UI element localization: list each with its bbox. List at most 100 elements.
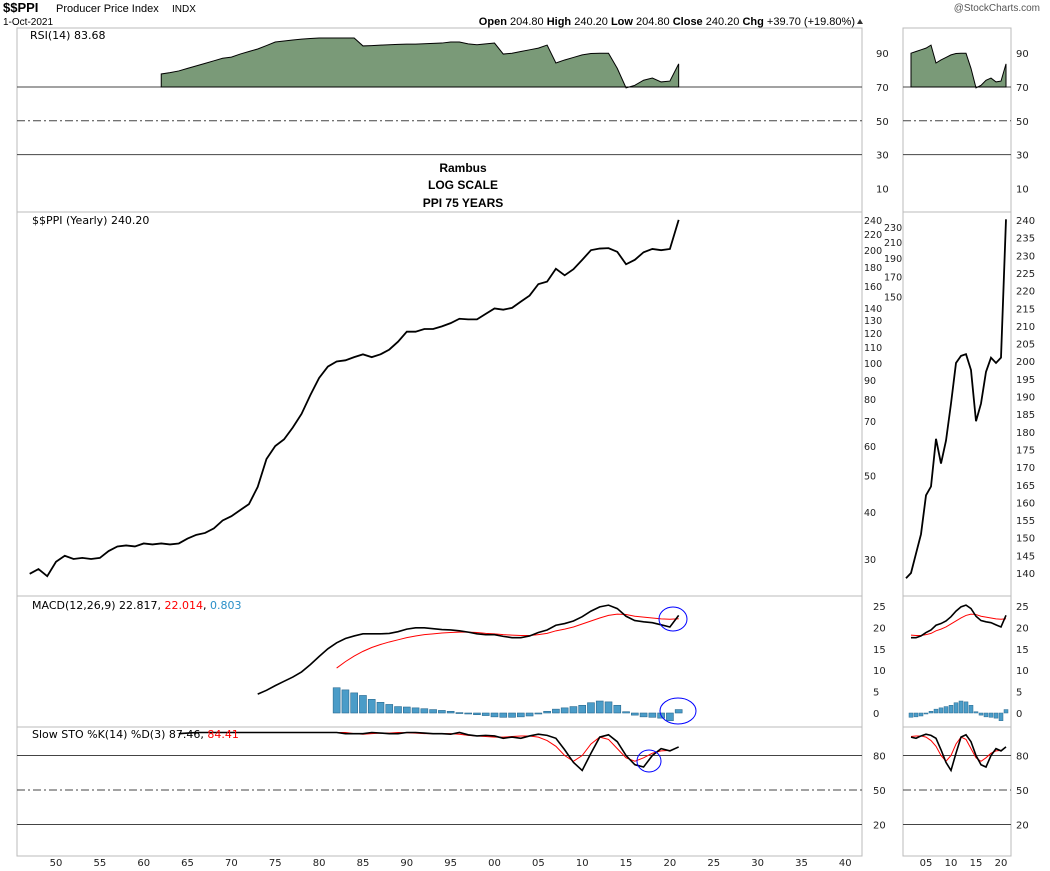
x-tick-label: 10 xyxy=(576,858,589,869)
right-price-tick-label: 150 xyxy=(1016,534,1035,545)
up-arrow-icon xyxy=(857,19,863,24)
macd-histogram-bar xyxy=(525,712,534,717)
sto-tick-label: 80 xyxy=(873,752,886,763)
right-price-tick-label: 205 xyxy=(1016,340,1035,351)
macd-histogram-bar xyxy=(420,708,429,714)
macd-tick-label: 15 xyxy=(873,645,886,656)
macd-histogram-bar xyxy=(394,706,402,714)
price-line xyxy=(29,219,680,578)
macd-histogram-bar xyxy=(464,712,472,715)
x-tick-label: 75 xyxy=(269,858,282,869)
x-tick-label: 30 xyxy=(751,858,764,869)
x-tick-label: 50 xyxy=(50,858,63,869)
x-tick-label: 40 xyxy=(839,858,852,869)
right-macd-histogram-bar xyxy=(953,702,959,714)
macd-histogram-bar xyxy=(543,710,551,714)
macd-tick-label: 25 xyxy=(873,602,886,613)
right-macd-histogram-bar xyxy=(993,712,999,719)
right-macd-histogram-bar xyxy=(943,706,949,714)
price-tick-label: 230 xyxy=(884,223,902,234)
macd-signal-line xyxy=(336,613,679,669)
sto-tick-label: 50 xyxy=(873,786,886,797)
right-macd-line xyxy=(911,604,1007,639)
macd-tick-label: 10 xyxy=(873,666,886,677)
right-price-tick-label: 225 xyxy=(1016,269,1035,280)
macd-histogram-bar xyxy=(648,712,657,718)
rsi-area xyxy=(160,37,680,89)
sto-k-line xyxy=(178,731,680,772)
macd-histogram-bar xyxy=(639,712,648,718)
macd-histogram-bar xyxy=(455,712,464,714)
price-tick-label: 150 xyxy=(884,293,902,304)
right-x-tick-label: 15 xyxy=(970,858,983,869)
right-macd-histogram-bar xyxy=(973,711,979,714)
price-legend: $$PPI (Yearly) 240.20 xyxy=(32,214,149,227)
price-tick-label: 50 xyxy=(864,472,876,483)
price-tick-label: 180 xyxy=(864,263,882,274)
price-tick-label: 140 xyxy=(864,304,882,315)
chart-date: 1-Oct-2021 xyxy=(3,17,53,28)
x-tick-label: 65 xyxy=(181,858,194,869)
right-macd-signal-line xyxy=(910,613,1007,637)
right-price-tick-label: 170 xyxy=(1016,463,1035,474)
price-tick-label: 90 xyxy=(864,376,876,387)
right-macd-histogram-bar xyxy=(923,712,929,715)
exchange: INDX xyxy=(172,4,196,15)
x-tick-label: 35 xyxy=(795,858,808,869)
macd-line xyxy=(257,604,680,695)
right-price-tick-label: 140 xyxy=(1016,569,1035,580)
macd-histogram-bar xyxy=(446,710,455,714)
right-macd-histogram-bar xyxy=(938,707,944,714)
macd-histogram-bar xyxy=(552,708,560,714)
annotation-line3: PPI 75 YEARS xyxy=(423,196,503,210)
right-price-tick-label: 155 xyxy=(1016,516,1035,527)
right-price-tick-label: 185 xyxy=(1016,410,1035,421)
right-sto-k-line xyxy=(910,733,1007,773)
macd-histogram-bar xyxy=(411,707,420,714)
rsi-tick-label: 30 xyxy=(876,151,889,162)
x-tick-label: 70 xyxy=(225,858,238,869)
macd-histogram-bar xyxy=(367,699,376,714)
right-rsi-tick-label: 90 xyxy=(1016,49,1029,60)
right-macd-histogram-bar xyxy=(983,712,989,718)
x-tick-label: 15 xyxy=(620,858,633,869)
right-price-tick-label: 235 xyxy=(1016,234,1035,245)
right-price-tick-label: 220 xyxy=(1016,287,1035,298)
macd-histogram-bar xyxy=(473,712,481,716)
x-tick-label: 60 xyxy=(137,858,150,869)
right-x-tick-label: 20 xyxy=(995,858,1008,869)
right-macd-histogram-bar xyxy=(963,701,969,714)
right-macd-histogram-bar xyxy=(928,711,934,714)
right-price-tick-label: 240 xyxy=(1016,216,1035,227)
right-rsi-area xyxy=(910,44,1007,89)
price-tick-label: 240 xyxy=(864,216,882,227)
right-rsi-tick-label: 50 xyxy=(1016,117,1029,128)
x-tick-label: 95 xyxy=(444,858,457,869)
annotation-circle xyxy=(636,749,662,773)
right-sto-tick-label: 20 xyxy=(1016,821,1029,832)
rsi-tick-label: 90 xyxy=(876,49,889,60)
right-macd-tick-label: 0 xyxy=(1016,709,1022,720)
x-tick-label: 85 xyxy=(357,858,370,869)
macd-histogram-bar xyxy=(376,701,385,714)
right-x-tick-label: 05 xyxy=(920,858,933,869)
right-macd-tick-label: 20 xyxy=(1016,623,1029,634)
annotation-circle xyxy=(658,606,688,632)
right-macd-histogram-bar xyxy=(958,700,964,714)
price-tick-label: 80 xyxy=(864,395,876,406)
right-panel-sto xyxy=(902,726,1012,857)
right-price-tick-label: 230 xyxy=(1016,251,1035,262)
price-tick-label: 200 xyxy=(864,246,882,257)
sto-tick-label: 20 xyxy=(873,821,886,832)
x-tick-label: 00 xyxy=(488,858,501,869)
macd-histogram-bar xyxy=(490,712,499,718)
rsi-tick-label: 10 xyxy=(876,184,889,195)
right-macd-tick-label: 15 xyxy=(1016,645,1029,656)
macd-histogram-bar xyxy=(534,712,543,715)
price-tick-label: 70 xyxy=(864,417,876,428)
macd-histogram-bar xyxy=(332,687,341,714)
panel-sto xyxy=(16,726,863,857)
macd-histogram-bar xyxy=(517,712,525,718)
price-tick-label: 170 xyxy=(884,272,902,283)
